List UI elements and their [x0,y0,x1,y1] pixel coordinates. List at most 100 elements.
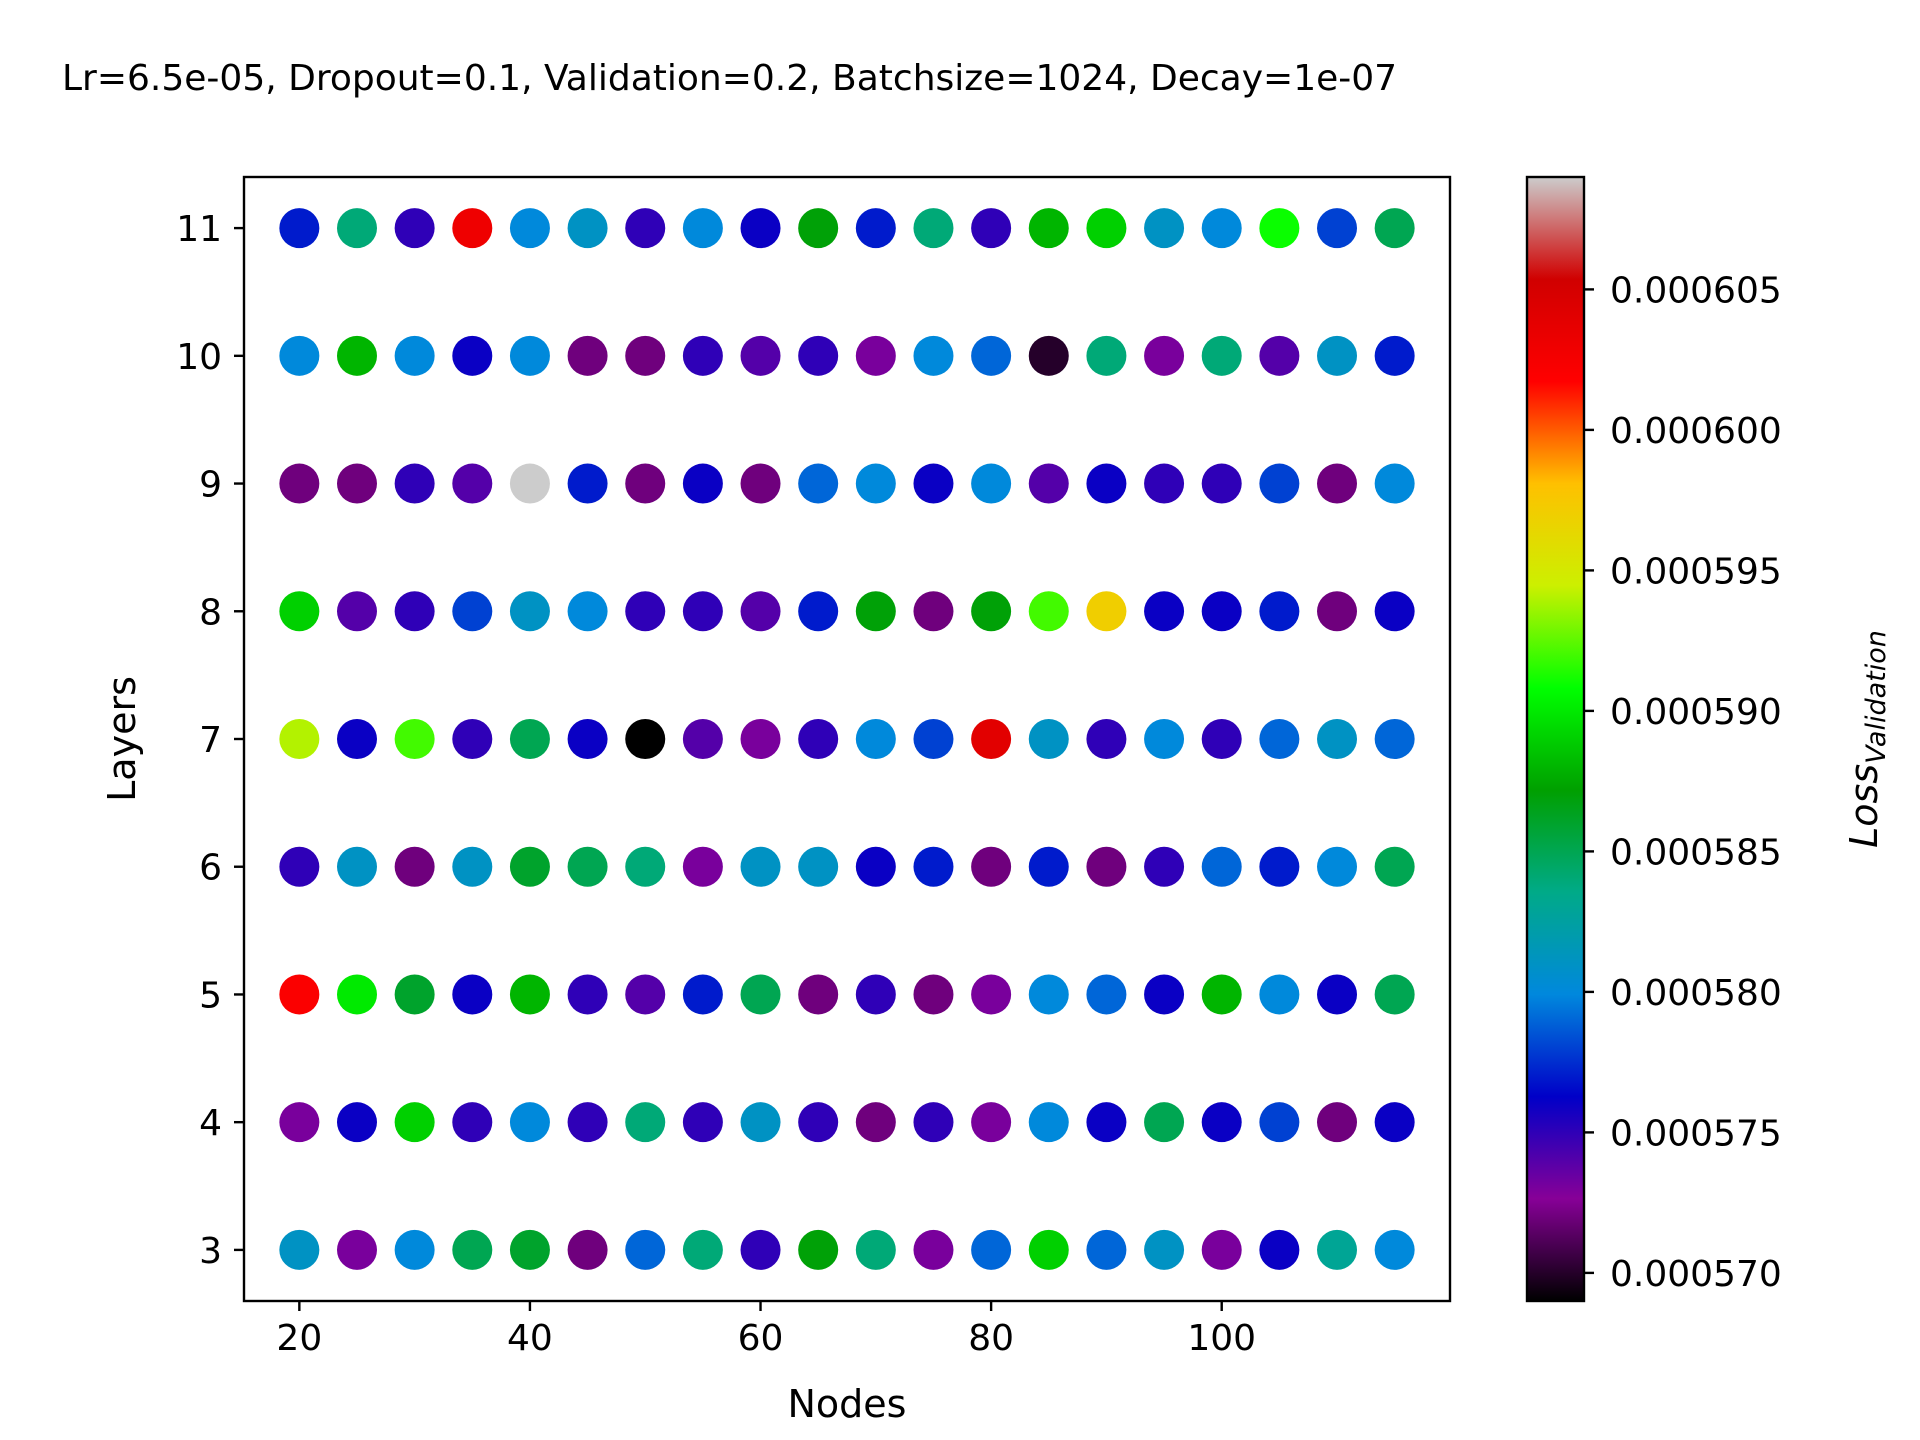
scatter-point [394,208,435,249]
scatter-point [971,208,1012,249]
scatter-point [1201,1102,1242,1143]
scatter-point [798,719,839,759]
scatter-point [1028,1229,1069,1270]
scatter-point [740,208,781,249]
scatter-point [567,463,608,504]
scatter-point [1317,335,1358,376]
scatter-point [509,208,550,249]
scatter-point [855,591,896,632]
scatter-point [913,974,954,1015]
scatter-point [1086,1229,1127,1270]
scatter-point [855,719,896,759]
scatter-point [509,1229,550,1270]
scatter-point [336,335,377,376]
y-axis: 3 4 5 6 7 8 9 10 11 [176,209,244,1272]
scatter-point [394,335,435,376]
scatter-point [1317,591,1358,632]
y-tick-label: 3 [199,1231,222,1272]
scatter-point [1144,335,1185,376]
scatter-point [1144,1229,1185,1270]
scatter-point [1086,463,1127,504]
scatter-point [625,591,666,632]
scatter-point [798,208,839,249]
y-tick-label: 5 [199,975,222,1016]
scatter-point [1317,719,1358,759]
scatter-point [1374,463,1415,504]
scatter-point [625,974,666,1015]
y-tick-label: 8 [199,592,222,633]
scatter-point [1086,974,1127,1015]
x-tick-label: 40 [507,1318,553,1359]
scatter-point [1317,463,1358,504]
scatter-point [913,208,954,249]
scatter-point [913,1229,954,1270]
scatter-point [509,846,550,887]
scatter-point [509,974,550,1015]
scatter-point [336,1229,377,1270]
scatter-point [452,1102,493,1143]
scatter-point [798,1229,839,1270]
scatter-point [1259,591,1300,632]
colorbar-tick-label: 0.000585 [1610,832,1782,873]
colorbar-tick-label: 0.000580 [1610,973,1782,1014]
scatter-point [279,591,320,632]
scatter-point [1028,974,1069,1015]
scatter-point [1201,974,1242,1015]
scatter-point [567,719,608,759]
scatter-point [336,591,377,632]
scatter-point [740,335,781,376]
colorbar-tick-label: 0.000590 [1610,692,1782,733]
scatter-point [1374,591,1415,632]
scatter-point [1144,591,1185,632]
colorbar-tick-label: 0.000575 [1610,1113,1782,1154]
colorbar-tick-label: 0.000570 [1610,1254,1782,1295]
scatter-point [279,1229,320,1270]
scatter-point [1259,846,1300,887]
scatter-point [798,335,839,376]
x-tick-label: 80 [968,1318,1014,1359]
scatter-point [855,846,896,887]
chart-title: Lr=6.5e-05, Dropout=0.1, Validation=0.2,… [62,58,1397,99]
scatter-point [798,1102,839,1143]
scatter-point [740,846,781,887]
scatter-point [394,974,435,1015]
scatter-point [1259,208,1300,249]
scatter-point [913,591,954,632]
scatter-point [509,335,550,376]
scatter-point [625,208,666,249]
scatter-point [452,719,493,759]
scatter-point [740,974,781,1015]
scatter-point [1144,846,1185,887]
scatter-point [1374,974,1415,1015]
colorbar-label-main: Loss [1842,764,1886,848]
scatter-point [336,846,377,887]
x-axis-label: Nodes [788,1382,907,1426]
scatter-point [913,1102,954,1143]
scatter-point [1374,846,1415,887]
scatter-point [509,719,550,759]
scatter-point [625,846,666,887]
scatter-point [682,1102,723,1143]
scatter-point [452,208,493,249]
scatter-point [855,1229,896,1270]
scatter-point [855,208,896,249]
scatter-point [279,463,320,504]
scatter-point [1259,974,1300,1015]
scatter-point [1144,974,1185,1015]
scatter-point [336,719,377,759]
scatter-point [971,1102,1012,1143]
scatter-point [913,719,954,759]
scatter-point [279,208,320,249]
scatter-point [682,1229,723,1270]
scatter-point [279,335,320,376]
scatter-point [452,846,493,887]
scatter-point [740,1102,781,1143]
scatter-point [682,208,723,249]
scatter-point [394,591,435,632]
x-tick-label: 100 [1187,1318,1256,1359]
scatter-point [1144,1102,1185,1143]
scatter-point [394,1102,435,1143]
scatter-point [394,846,435,887]
scatter-point [1201,463,1242,504]
scatter-point [971,591,1012,632]
